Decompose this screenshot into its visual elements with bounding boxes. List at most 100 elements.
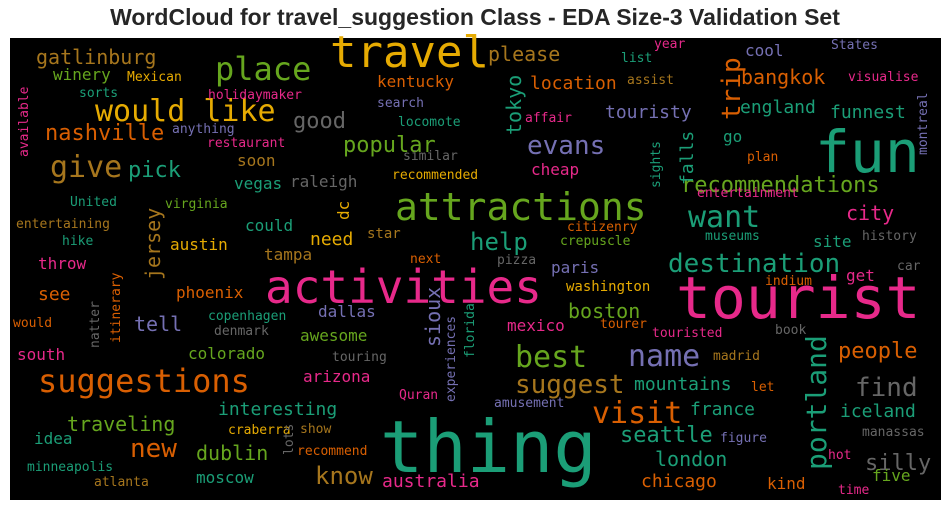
word-seattle: seattle: [620, 423, 713, 448]
word-cheap: cheap: [531, 160, 579, 179]
word-denmark: denmark: [214, 324, 269, 339]
word-trip: trip: [717, 57, 747, 120]
word-colorado: colorado: [188, 344, 265, 363]
word-silly: silly: [865, 451, 931, 476]
word-go: go: [723, 127, 742, 146]
word-chicago: chicago: [641, 471, 717, 492]
word-five: five: [872, 466, 911, 485]
word-quran: Quran: [399, 388, 438, 403]
word-need: need: [310, 229, 353, 250]
word-search: search: [377, 96, 424, 111]
word-know: know: [315, 462, 373, 490]
word-book: book: [775, 323, 806, 338]
word-states: States: [831, 38, 878, 53]
word-recommendations: recommendations: [681, 173, 880, 198]
word-natter: natter: [88, 301, 103, 348]
word-lots: lots: [282, 424, 297, 455]
word-pick: pick: [128, 158, 181, 183]
word-thing: thing: [380, 405, 597, 489]
word-location: location: [530, 73, 617, 94]
word-please: please: [488, 42, 560, 66]
word-crepuscle: crepuscle: [560, 234, 631, 249]
word-bangkok: bangkok: [741, 65, 825, 89]
word-find: find: [855, 373, 918, 403]
word-manassas: manassas: [862, 425, 925, 440]
word-raleigh: raleigh: [290, 172, 357, 191]
word-touring: touring: [332, 350, 387, 365]
word-itinerary: itinerary: [109, 272, 124, 343]
word-anything: anything: [172, 122, 235, 137]
word-affair: affair: [525, 111, 572, 126]
word-tourer: tourer: [600, 317, 647, 332]
word-want: want: [688, 200, 760, 235]
word-england: england: [740, 97, 816, 118]
word-falls: falls: [677, 131, 698, 185]
word-help: help: [470, 228, 528, 256]
word-list: list: [621, 51, 652, 66]
word-touristy: touristy: [605, 102, 692, 123]
word-sioux: sioux: [421, 287, 445, 347]
word-amusement: amusement: [494, 396, 564, 411]
word-suggest: suggest: [515, 370, 625, 400]
word-kentucky: kentucky: [377, 72, 454, 91]
word-dublin: dublin: [196, 441, 268, 465]
word-visualise: visualise: [848, 70, 919, 85]
word-nashville: nashville: [45, 121, 164, 146]
word-could: could: [245, 216, 293, 235]
word-dallas: dallas: [318, 302, 376, 321]
word-mountains: mountains: [634, 374, 732, 395]
word-time: time: [838, 483, 869, 498]
word-mexico: mexico: [507, 316, 565, 335]
word-france: france: [690, 399, 755, 420]
word-sights: sights: [649, 141, 664, 188]
word-good: good: [293, 109, 346, 134]
word-funnest: funnest: [830, 102, 906, 123]
word-madrid: madrid: [713, 349, 760, 364]
word-interesting: interesting: [218, 399, 337, 420]
word-hike: hike: [62, 234, 93, 249]
chart-title: WordCloud for travel_suggestion Class - …: [110, 4, 840, 30]
word-destination: destination: [668, 249, 840, 279]
word-new: new: [130, 434, 177, 464]
word-tampa: tampa: [264, 245, 312, 264]
word-fun: fun: [815, 118, 920, 186]
word-travel: travel: [330, 27, 489, 78]
word-vegas: vegas: [234, 174, 282, 193]
word-star: star: [367, 226, 401, 242]
word-get: get: [846, 266, 875, 285]
word-name: name: [628, 339, 700, 374]
word-virginia: virginia: [165, 197, 228, 212]
word-locomote: locomote: [398, 115, 461, 130]
word-portland: portland: [800, 335, 833, 470]
word-show: show: [300, 422, 331, 437]
word-gatlinburg: gatlinburg: [36, 45, 156, 69]
word-awesome: awesome: [300, 326, 367, 345]
word-cool: cool: [745, 41, 784, 60]
word-phoenix: phoenix: [176, 283, 244, 302]
word-australia: australia: [382, 471, 480, 492]
word-tourist: tourist: [676, 264, 920, 332]
word-winery: winery: [53, 65, 111, 84]
word-craberra: craberra: [228, 423, 291, 438]
word-pizza: pizza: [497, 253, 536, 268]
word-arizona: arizona: [303, 367, 370, 386]
word-see: see: [38, 284, 71, 305]
word-idea: idea: [34, 429, 73, 448]
word-recommend: recommend: [297, 444, 367, 459]
word-restaurant: restaurant: [207, 136, 285, 151]
word-give: give: [50, 150, 122, 185]
word-throw: throw: [38, 254, 87, 273]
word-south: south: [17, 345, 65, 364]
word-experiences: experiences: [444, 316, 459, 402]
word-people: people: [838, 339, 917, 364]
word-jersey: jersey: [141, 208, 165, 280]
word-hot: hot: [828, 448, 851, 463]
word-assist: assist: [627, 73, 674, 88]
word-iceland: iceland: [840, 401, 916, 422]
word-atlanta: atlanta: [94, 475, 149, 490]
word-indium: indium: [765, 274, 812, 289]
word-citizenry: citizenry: [567, 220, 638, 235]
word-moscow: moscow: [196, 468, 254, 487]
word-florida: florida: [463, 303, 478, 358]
